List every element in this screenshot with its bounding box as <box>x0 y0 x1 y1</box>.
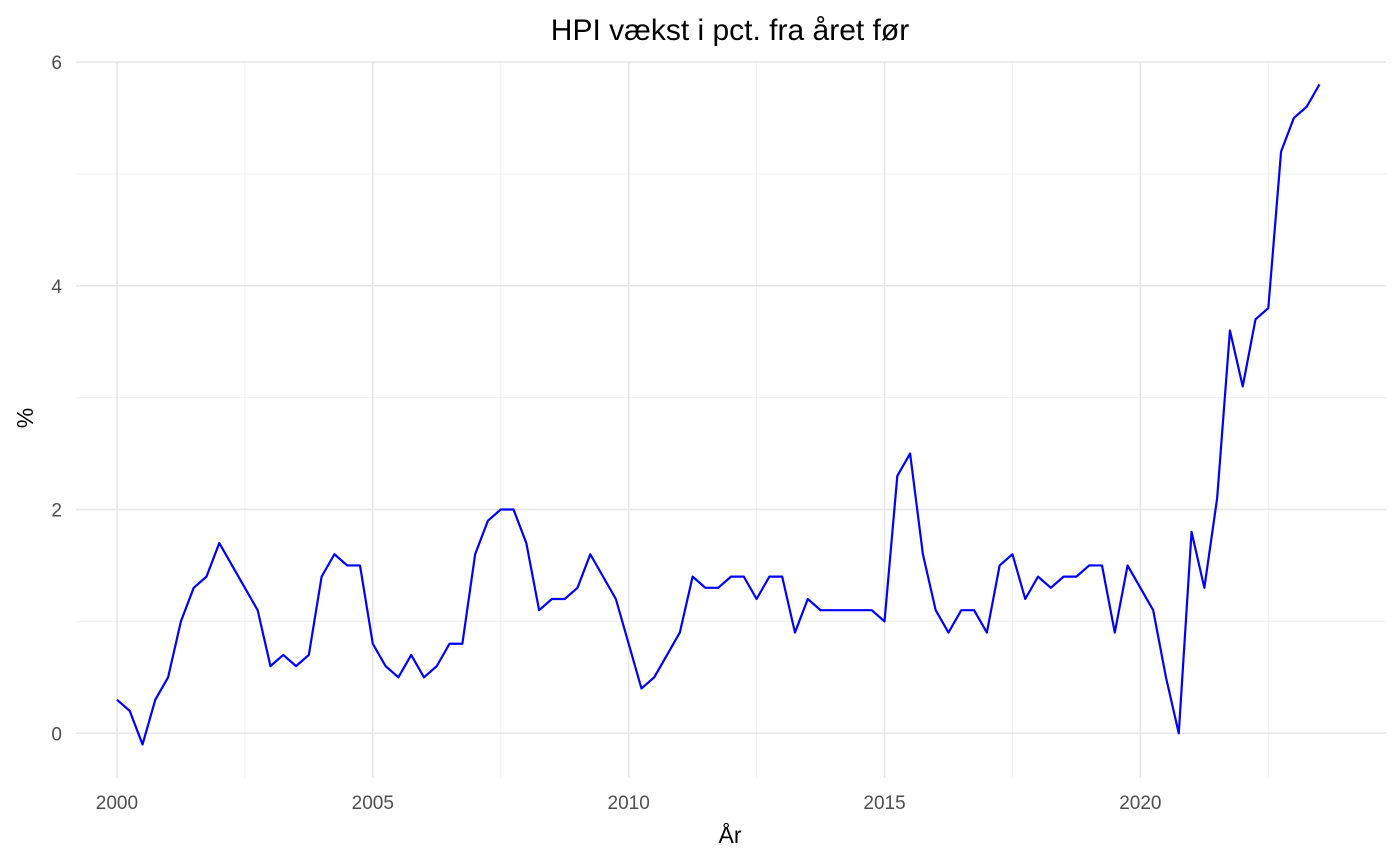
x-tick-label: 2000 <box>96 793 138 814</box>
y-tick-label: 2 <box>51 501 62 522</box>
x-tick-label: 2015 <box>863 793 905 814</box>
y-tick-label: 4 <box>51 277 62 298</box>
y-axis-title: % <box>12 408 38 428</box>
series-line <box>116 83 1321 746</box>
series-layer <box>116 83 1321 746</box>
y-tick-label: 0 <box>51 724 62 745</box>
x-tick-label: 2010 <box>608 793 650 814</box>
x-tick-label: 2020 <box>1119 793 1161 814</box>
y-tick-label: 6 <box>51 53 62 74</box>
x-axis-title: År <box>719 821 742 848</box>
x-tick-label: 2005 <box>352 793 394 814</box>
tick-label-layer: 2000 2005 2010 2015 2020 0 2 4 6 <box>51 53 1161 814</box>
chart-title: HPI vækst i pct. fra året før <box>551 14 909 47</box>
grid-layer <box>76 61 1386 778</box>
